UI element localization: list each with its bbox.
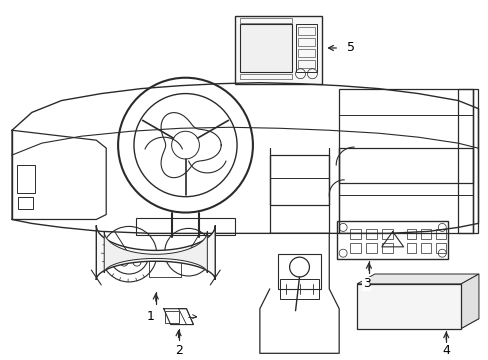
Bar — [406, 229, 416, 239]
Bar — [164, 311, 178, 323]
Bar — [457, 89, 477, 233]
Bar — [339, 89, 472, 183]
Bar — [240, 18, 291, 23]
Bar — [240, 24, 291, 72]
Bar — [297, 60, 315, 68]
Bar — [297, 49, 315, 57]
Bar — [297, 27, 315, 35]
Bar — [349, 229, 360, 239]
Bar — [148, 261, 180, 277]
Bar — [240, 74, 291, 79]
Bar — [435, 229, 446, 239]
Bar — [235, 16, 322, 84]
Bar — [277, 254, 321, 289]
Bar — [381, 229, 392, 239]
Polygon shape — [96, 225, 215, 280]
Bar — [337, 221, 447, 259]
Bar — [361, 290, 426, 318]
Bar — [279, 279, 319, 299]
Polygon shape — [460, 274, 478, 329]
Polygon shape — [356, 319, 478, 329]
Text: 4: 4 — [441, 344, 449, 357]
Bar — [365, 229, 376, 239]
Polygon shape — [356, 284, 460, 329]
Text: 1: 1 — [146, 310, 154, 323]
Bar — [17, 165, 35, 193]
Bar — [349, 243, 360, 253]
Bar — [421, 229, 430, 239]
Text: 5: 5 — [346, 41, 354, 54]
Bar — [269, 155, 328, 204]
Bar — [18, 197, 33, 208]
Polygon shape — [104, 231, 207, 273]
Bar — [297, 38, 315, 46]
Bar — [365, 243, 376, 253]
Bar — [136, 217, 235, 235]
Text: 3: 3 — [362, 278, 370, 291]
Text: 2: 2 — [174, 344, 182, 357]
Bar — [435, 243, 446, 253]
Bar — [406, 243, 416, 253]
Polygon shape — [356, 274, 478, 284]
Bar — [295, 24, 317, 72]
Bar — [421, 243, 430, 253]
Bar — [339, 148, 472, 233]
Bar — [381, 243, 392, 253]
